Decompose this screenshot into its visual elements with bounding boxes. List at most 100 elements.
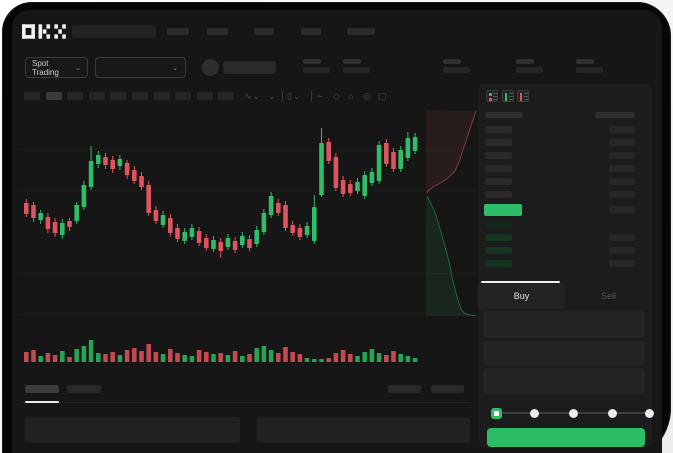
ask-price-placeholder[interactable] — [485, 178, 512, 185]
bottom-tab-placeholder[interactable] — [67, 385, 101, 393]
timeframe-placeholder[interactable] — [88, 92, 105, 100]
stat-label-placeholder — [443, 59, 461, 64]
depth-overlay — [426, 110, 477, 317]
bottom-tab-active-placeholder[interactable] — [25, 385, 59, 393]
bottom-content-panel — [25, 417, 240, 443]
coin-avatar — [202, 59, 219, 76]
ask-amount-placeholder — [609, 126, 635, 133]
ask-amount-placeholder — [609, 152, 635, 159]
chevron-down-icon: ⌄ — [75, 64, 81, 72]
chevron-down-icon: ⌄ — [172, 64, 178, 72]
timeframe-placeholder[interactable] — [132, 92, 148, 100]
tab-buy-label: Buy — [513, 291, 530, 301]
pair-name-placeholder — [223, 61, 276, 74]
toolbar-divider: │ — [309, 91, 316, 101]
volume-layer — [24, 340, 418, 362]
snapshot-icon[interactable]: ⌂ — [348, 91, 355, 101]
indicator-zigzag-icon[interactable]: ∿⌄ — [244, 91, 262, 101]
nav-item-placeholder[interactable] — [254, 28, 274, 35]
active-tab-indicator — [481, 281, 560, 283]
buy-submit-button[interactable] — [487, 428, 645, 447]
chevron-down-icon[interactable]: ⌄ — [268, 91, 277, 101]
order-form-field-placeholder[interactable] — [483, 311, 645, 338]
order-form-field-placeholder[interactable] — [483, 341, 645, 366]
book-asks-icon[interactable] — [517, 90, 529, 102]
timeframe-placeholder[interactable] — [196, 92, 213, 100]
book-header-price — [485, 112, 523, 118]
last-price-amount-placeholder — [609, 206, 635, 213]
stat-label-placeholder — [576, 59, 594, 64]
stat-value-placeholder — [443, 67, 470, 73]
timeframe-placeholder[interactable] — [24, 92, 40, 100]
slider-stop[interactable] — [569, 409, 578, 418]
tab-sell-label: Sell — [600, 291, 616, 301]
ask-amount-placeholder — [609, 191, 635, 198]
okx-logo — [22, 24, 66, 39]
line-tool-icon[interactable]: ∼ — [316, 91, 325, 101]
bottom-action-placeholder[interactable] — [431, 385, 464, 393]
timeframe-placeholder[interactable] — [175, 92, 192, 100]
nav-item-placeholder[interactable] — [301, 28, 321, 35]
candle-style-icon[interactable]: ▯⌄ — [287, 91, 302, 101]
slider-stop[interactable] — [608, 409, 617, 418]
bottom-tab-underline — [25, 401, 59, 403]
stat-value-placeholder — [343, 67, 370, 73]
bid-price-placeholder[interactable] — [485, 260, 512, 267]
stat-label-placeholder — [343, 59, 361, 64]
market-type-label: Spot Trading — [32, 58, 59, 77]
pair-dropdown[interactable]: ⌄ — [95, 57, 186, 78]
stat-value-placeholder — [516, 67, 543, 73]
ask-amount-placeholder — [609, 165, 635, 172]
book-header-amount — [595, 112, 635, 118]
slider-stop[interactable] — [645, 409, 654, 418]
nav-item-placeholder[interactable] — [347, 28, 375, 35]
bid-amount-placeholder — [609, 260, 635, 267]
draw-tool-icon[interactable]: ◇ — [333, 91, 341, 101]
toolbar-divider: │ — [280, 91, 287, 101]
timeframe-placeholder[interactable] — [45, 92, 62, 100]
nav-item-placeholder[interactable] — [167, 28, 189, 35]
timeframe-placeholder[interactable] — [218, 92, 235, 100]
book-combined-icon[interactable] — [486, 90, 498, 102]
order-book-panel: Buy Sell — [478, 84, 654, 447]
nav-title-placeholder — [72, 25, 156, 38]
order-form-field-placeholder[interactable] — [483, 368, 645, 394]
bid-price-placeholder[interactable] — [485, 247, 512, 254]
stat-label-placeholder — [516, 59, 534, 64]
slider-handle[interactable] — [491, 408, 502, 419]
ask-price-placeholder[interactable] — [485, 126, 512, 133]
bottom-tabs-divider — [20, 402, 470, 403]
slider-stop[interactable] — [530, 409, 539, 418]
timeframe-placeholder[interactable] — [110, 92, 127, 100]
ask-price-placeholder[interactable] — [485, 139, 512, 146]
tab-sell[interactable]: Sell — [565, 283, 652, 309]
bid-amount-placeholder — [609, 247, 635, 254]
ask-price-placeholder[interactable] — [485, 152, 512, 159]
last-price-highlight[interactable] — [484, 204, 522, 216]
tab-buy[interactable]: Buy — [478, 283, 565, 309]
ask-price-placeholder[interactable] — [485, 191, 512, 198]
fullscreen-icon[interactable]: ▢ — [378, 91, 388, 101]
stat-label-placeholder — [303, 59, 321, 64]
market-type-dropdown[interactable]: Spot Trading ⌄ — [25, 57, 88, 78]
bid-price-placeholder[interactable] — [485, 221, 512, 228]
bottom-action-placeholder[interactable] — [388, 385, 421, 393]
settings-icon[interactable]: ◎ — [363, 91, 372, 101]
bottom-content-panel — [257, 417, 470, 443]
nav-item-placeholder[interactable] — [207, 28, 228, 35]
candles-layer — [24, 128, 418, 258]
stat-value-placeholder — [303, 67, 330, 73]
bid-amount-placeholder — [609, 234, 635, 241]
ask-price-placeholder[interactable] — [485, 165, 512, 172]
book-bids-icon[interactable] — [501, 90, 514, 102]
grid-layer — [20, 148, 478, 316]
ask-amount-placeholder — [609, 178, 635, 185]
timeframe-placeholder[interactable] — [67, 92, 84, 100]
timeframe-placeholder[interactable] — [153, 92, 170, 100]
ask-amount-placeholder — [609, 139, 635, 146]
stat-value-placeholder — [576, 67, 603, 73]
bid-price-placeholder[interactable] — [485, 234, 512, 241]
